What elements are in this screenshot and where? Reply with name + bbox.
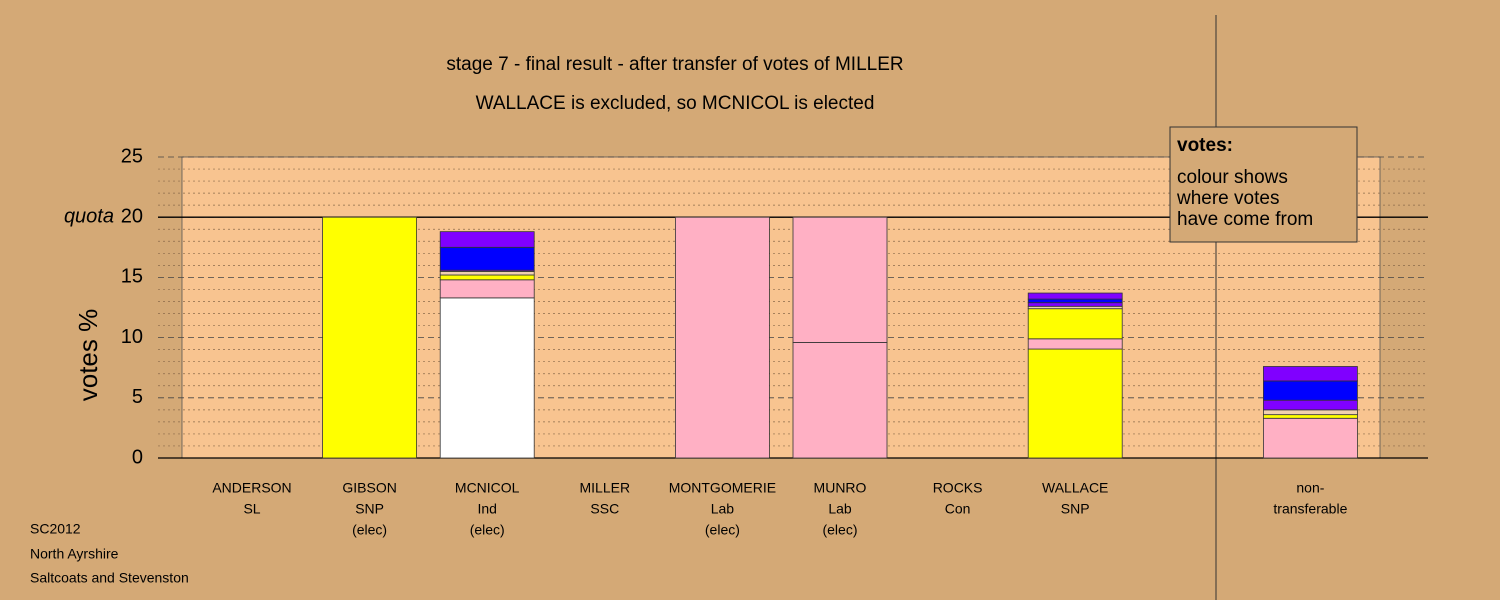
bar-segment (439, 231, 535, 248)
bar-segment (439, 297, 535, 459)
legend-text: where votes (1176, 188, 1279, 209)
x-tick-label: MILLER (580, 480, 631, 496)
x-tick-label: SNP (1061, 501, 1090, 517)
bar-segment (439, 279, 535, 299)
legend-text: colour shows (1177, 167, 1288, 188)
bar-segment (1263, 380, 1358, 401)
chart-title: stage 7 - final result - after transfer … (446, 54, 903, 75)
y-tick-label: 10 (121, 326, 143, 348)
x-tick-label: WALLACE (1042, 480, 1108, 496)
note: Saltcoats and Stevenston (30, 570, 189, 586)
chart-subtitle: WALLACE is excluded, so MCNICOL is elect… (476, 93, 875, 114)
x-tick-label: SNP (355, 501, 384, 517)
y-tick-label: 0 (132, 446, 143, 468)
bar-segment (1027, 308, 1123, 340)
x-tick-label: MCNICOL (455, 480, 520, 496)
bar-segment (792, 342, 888, 459)
bar-segment (1027, 338, 1123, 350)
y-tick-label: 15 (121, 266, 143, 288)
x-tick-label: (elec) (470, 522, 505, 538)
x-tick-label: MUNRO (814, 480, 867, 496)
x-tick-label: SL (243, 501, 260, 517)
x-tick-label: GIBSON (342, 480, 396, 496)
bar-segment (1027, 292, 1123, 300)
bar-segment (1027, 302, 1123, 307)
x-tick-label: MONTGOMERIE (669, 480, 776, 496)
legend-box (1169, 126, 1358, 243)
bar-segment (1263, 366, 1358, 382)
bar-segment (1027, 348, 1123, 459)
bar-segment (675, 216, 770, 459)
bar-segment (1027, 298, 1123, 304)
x-tick-label: (elec) (705, 522, 740, 538)
x-tick-label: Con (945, 501, 971, 517)
y-tick-label: 25 (121, 145, 143, 167)
bar-segment (1263, 417, 1358, 459)
legend-text: have come from (1177, 209, 1313, 230)
x-tick-label: ROCKS (933, 480, 983, 496)
y-tick-label: 20 (121, 205, 143, 227)
bar-segment (1263, 414, 1358, 419)
x-tick-label: (elec) (352, 522, 387, 538)
legend-title: votes: (1177, 135, 1233, 156)
bar-segment (322, 216, 418, 459)
y-axis-label: votes % (73, 309, 103, 402)
x-tick-label: non- (1296, 480, 1324, 496)
bar-segment (439, 270, 535, 276)
x-tick-label: Ind (477, 501, 496, 517)
bar-segment (792, 216, 888, 343)
y-tick-label: 5 (132, 386, 143, 408)
bar-segment (1263, 409, 1358, 416)
x-tick-label: (elec) (822, 522, 857, 538)
x-tick-label: SSC (590, 501, 619, 517)
note: North Ayrshire (30, 546, 119, 562)
x-tick-label: Lab (828, 501, 852, 517)
x-tick-label: Lab (711, 501, 735, 517)
quota-label: quota (64, 205, 114, 227)
note: SC2012 (30, 521, 81, 537)
bar-segment (1263, 399, 1358, 411)
x-tick-label: transferable (1273, 501, 1347, 517)
bar-segment (439, 246, 535, 271)
x-tick-label: ANDERSON (212, 480, 291, 496)
bar-segment (439, 274, 535, 281)
